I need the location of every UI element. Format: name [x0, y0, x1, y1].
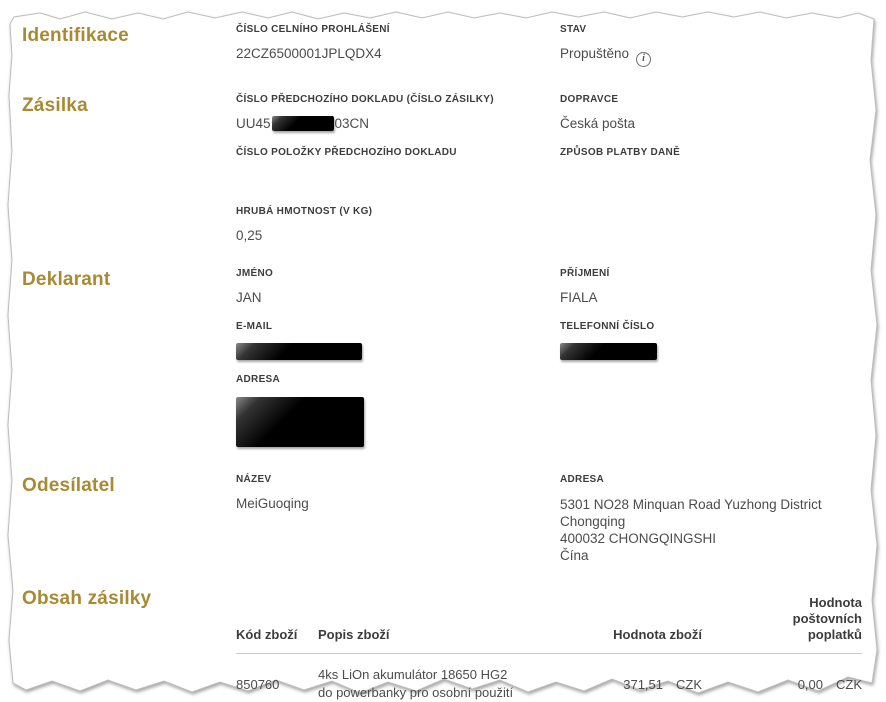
- column-header-hodnota-zbozi: Hodnota zboží: [613, 627, 702, 642]
- field-jmeno: JMÉNO JAN: [236, 268, 273, 306]
- status-text: Propuštěno: [560, 46, 630, 61]
- field-label: ČÍSLO PŘEDCHOZÍHO DOKLADU (ČÍSLO ZÁSILKY…: [236, 94, 494, 105]
- field-value: JAN: [236, 290, 262, 305]
- field-value: Česká pošta: [560, 116, 636, 131]
- column-header-popis-zbozi: Popis zboží: [318, 627, 390, 642]
- field-cislo-celniho-prohlaseni: ČÍSLO CELNÍHO PROHLÁŠENÍ 22CZ6500001JPLQ…: [236, 24, 390, 62]
- section-heading-obsah-zasilky: Obsah zásilky: [22, 588, 152, 609]
- field-telefonni-cislo: TELEFONNÍ ČÍSLO: [560, 321, 657, 360]
- column-header-kod-zbozi: Kód zboží: [236, 627, 298, 642]
- redacted-value: [236, 343, 362, 360]
- field-label: JMÉNO: [236, 268, 274, 279]
- field-cislo-polozky-predchoziho-dokladu: ČÍSLO POLOŽKY PŘEDCHOZÍHO DOKLADU: [236, 147, 457, 159]
- section-heading-deklarant: Deklarant: [22, 269, 111, 290]
- field-label: NÁZEV: [236, 474, 272, 485]
- field-prijmeni: PŘÍJMENÍ FIALA: [560, 268, 610, 306]
- value-suffix: 03CN: [334, 116, 370, 131]
- value-prefix: UU45: [236, 116, 271, 131]
- cell-hodnota-zbozi: 371,51 CZK: [554, 677, 702, 692]
- field-value: FIALA: [560, 290, 598, 305]
- section-heading-zasilka: Zásilka: [22, 95, 88, 116]
- popis-line: do powerbanky pro osobní použití: [318, 685, 514, 700]
- field-value: 0,25: [236, 228, 263, 243]
- popis-line: 4ks LiOn akumulátor 18650 HG2: [318, 667, 508, 682]
- field-value: UU45 03CN: [236, 116, 494, 132]
- cell-popis-zbozi: 4ks LiOn akumulátor 18650 HG2 do powerba…: [318, 666, 554, 702]
- field-email: E-MAIL: [236, 321, 362, 360]
- field-label: ADRESA: [560, 474, 605, 485]
- info-icon[interactable]: i: [636, 51, 652, 67]
- redacted-value: [560, 343, 657, 360]
- field-value: MeiGuoqing: [236, 496, 309, 511]
- field-cislo-predchoziho-dokladu: ČÍSLO PŘEDCHOZÍHO DOKLADU (ČÍSLO ZÁSILKY…: [236, 94, 494, 132]
- field-value: Propuštěno i: [560, 46, 652, 67]
- address-line: Chongqing: [560, 514, 626, 529]
- field-stav: STAV Propuštěno i: [560, 24, 652, 67]
- currency: CZK: [676, 676, 702, 692]
- field-odesilatel-adresa: ADRESA 5301 NO28 Minquan Road Yuzhong Di…: [560, 474, 822, 564]
- field-label: TELEFONNÍ ČÍSLO: [560, 321, 655, 332]
- table-row: 850760 4ks LiOn akumulátor 18650 HG2 do …: [236, 654, 862, 702]
- field-deklarant-adresa: ADRESA: [236, 374, 364, 447]
- field-value: 22CZ6500001JPLQDX4: [236, 46, 382, 61]
- goods-table: Kód zboží Popis zboží Hodnota zboží Hodn…: [236, 595, 862, 702]
- address-line: 400032 CHONGQINGSHI: [560, 531, 717, 546]
- field-hruba-hmotnost: HRUBÁ HMOTNOST (V KG) 0,25: [236, 206, 372, 244]
- field-zpusob-platby-dane: ZPŮSOB PLATBY DANĚ: [560, 147, 680, 159]
- cell-hodnota-postovnich-poplatku: 0,00 CZK: [702, 677, 862, 692]
- redacted-value: [271, 116, 334, 131]
- field-label: ČÍSLO CELNÍHO PROHLÁŠENÍ: [236, 24, 390, 35]
- amount: 0,00: [797, 676, 823, 692]
- currency: CZK: [836, 676, 862, 692]
- column-header-hodnota-postovnich-poplatku: Hodnota poštovních poplatků: [792, 595, 862, 642]
- field-label: ZPŮSOB PLATBY DANĚ: [560, 147, 681, 158]
- redacted-value: [236, 397, 364, 447]
- cell-kod-zbozi: 850760: [236, 676, 280, 692]
- field-value: 5301 NO28 Minquan Road Yuzhong District …: [560, 496, 822, 564]
- field-nazev: NÁZEV MeiGuoqing: [236, 474, 309, 512]
- field-label: E-MAIL: [236, 321, 273, 332]
- address-line: Čína: [560, 548, 589, 563]
- address-line: 5301 NO28 Minquan Road Yuzhong District: [560, 497, 822, 512]
- field-label: ČÍSLO POLOŽKY PŘEDCHOZÍHO DOKLADU: [236, 147, 457, 158]
- field-label: STAV: [560, 24, 587, 35]
- field-label: ADRESA: [236, 374, 281, 385]
- field-label: PŘÍJMENÍ: [560, 268, 610, 279]
- amount: 371,51: [623, 676, 663, 692]
- goods-table-header: Kód zboží Popis zboží Hodnota zboží Hodn…: [236, 595, 862, 654]
- section-heading-odesilatel: Odesílatel: [22, 475, 115, 496]
- field-label: DOPRAVCE: [560, 94, 619, 105]
- section-heading-identifikace: Identifikace: [22, 25, 129, 46]
- field-dopravce: DOPRAVCE Česká pošta: [560, 94, 635, 132]
- field-label: HRUBÁ HMOTNOST (V KG): [236, 206, 373, 217]
